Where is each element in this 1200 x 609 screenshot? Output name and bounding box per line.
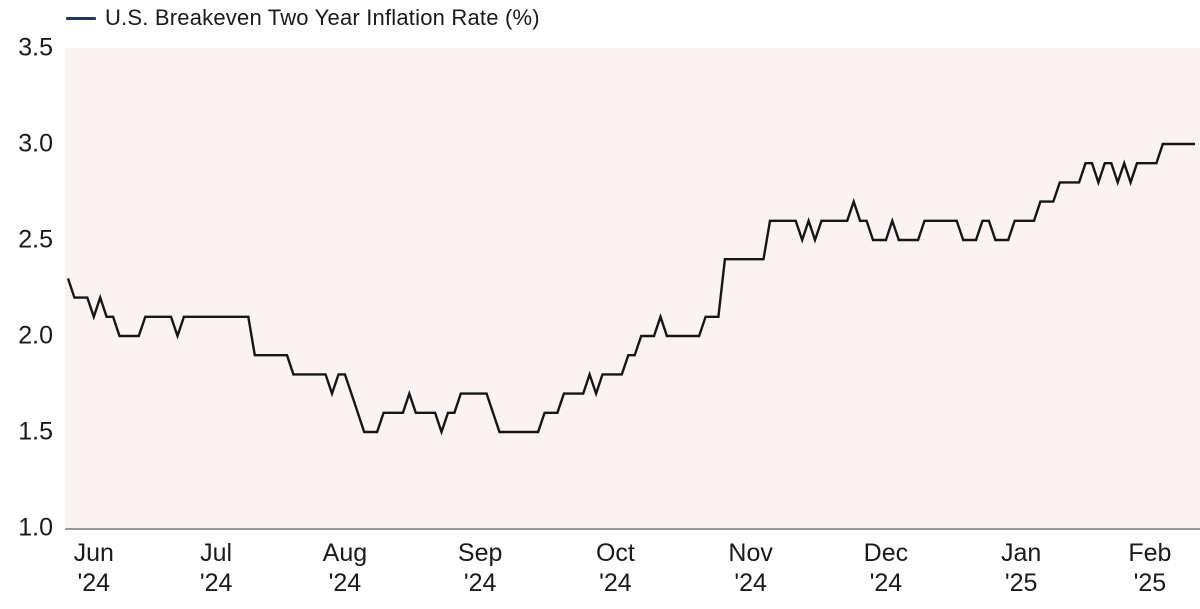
plot-svg (65, 48, 1200, 528)
month-label: Sep (457, 539, 503, 567)
x-tick-label: Sep '24 (458, 538, 502, 598)
year-label: '24 (599, 569, 632, 597)
x-tick-label: Dec '24 (864, 538, 908, 598)
y-tick-label: 2.5 (18, 225, 53, 254)
x-tick-label: Nov '24 (728, 538, 772, 598)
year-label: '24 (869, 569, 903, 597)
x-tick-label: Feb '25 (1128, 538, 1171, 598)
x-axis-line (65, 528, 1200, 530)
month-label: Jul (200, 539, 233, 567)
year-label: '24 (199, 569, 233, 597)
x-tick-label: Jul '24 (200, 538, 233, 598)
y-tick-label: 2.0 (18, 321, 53, 350)
month-label: Aug (322, 539, 368, 567)
y-tick-label: 1.5 (18, 417, 53, 446)
year-label: '24 (734, 569, 767, 597)
year-label: '24 (328, 569, 362, 597)
month-label: Jun (73, 539, 114, 567)
plot-background (65, 48, 1200, 528)
month-label: Oct (595, 539, 635, 567)
year-label: '25 (1133, 569, 1167, 597)
year-label: '24 (463, 569, 497, 597)
y-tick-label: 3.5 (18, 33, 53, 62)
month-label: Jan (1000, 539, 1042, 567)
y-tick-label: 1.0 (18, 513, 53, 542)
plot-area (65, 48, 1200, 528)
legend-line-icon (66, 16, 96, 20)
x-tick-label: Jun '24 (74, 538, 114, 598)
x-tick-label: Aug '24 (323, 538, 367, 598)
inflation-line (66, 142, 1195, 436)
year-label: '25 (1004, 569, 1038, 597)
year-label: '24 (77, 569, 111, 597)
x-axis-labels: Jun '24 Jul '24 Aug '24 Sep '24 Oct '24 Nov '24 Dec '… (65, 538, 1200, 602)
month-label: Feb (1128, 539, 1172, 567)
y-axis-labels: 3.5 3.0 2.5 2.0 1.5 1.0 (0, 0, 56, 609)
legend: U.S. Breakeven Two Year Inflation Rate (… (66, 5, 540, 31)
x-tick-label: Oct '24 (596, 538, 635, 598)
y-tick-label: 3.0 (18, 129, 53, 158)
month-label: Nov (728, 539, 773, 567)
x-tick-label: Jan '25 (1001, 538, 1041, 598)
month-label: Dec (863, 539, 909, 567)
legend-label: U.S. Breakeven Two Year Inflation Rate (… (105, 5, 540, 30)
